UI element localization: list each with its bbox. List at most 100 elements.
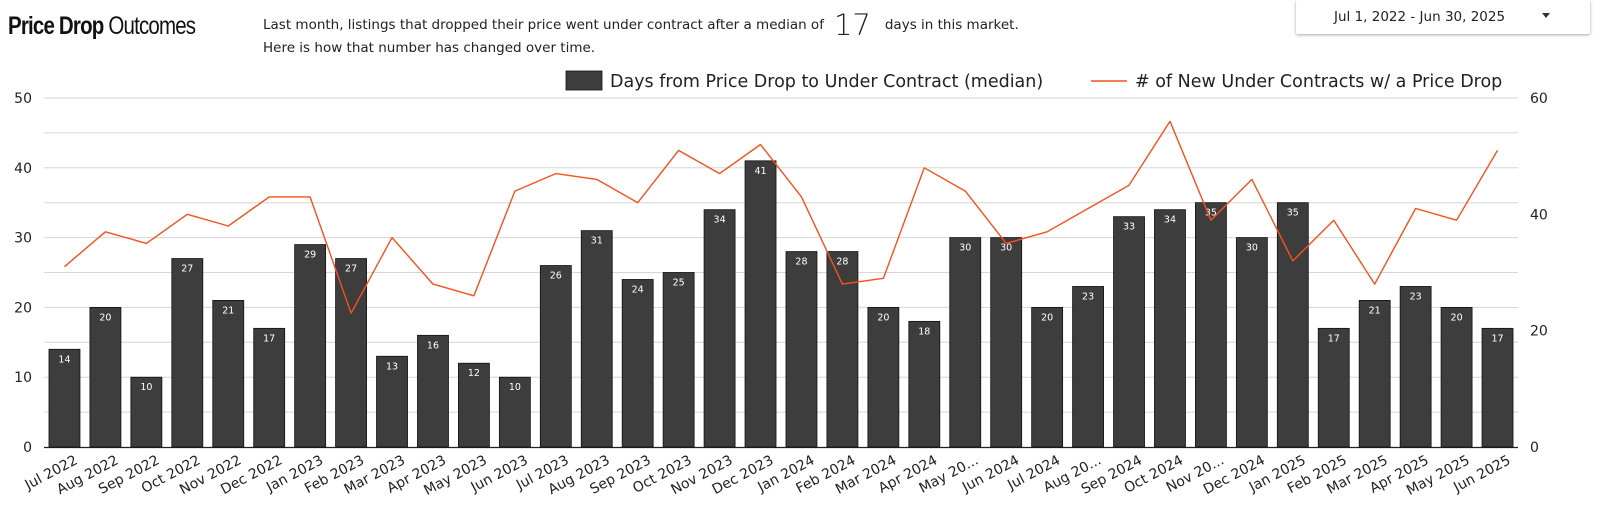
bar bbox=[621, 279, 654, 448]
bar bbox=[703, 209, 736, 448]
data-label: 25 bbox=[673, 278, 685, 289]
bar bbox=[212, 300, 245, 448]
legend-bar-label: Days from Price Drop to Under Contract (… bbox=[610, 72, 1043, 92]
bar bbox=[1235, 237, 1268, 448]
data-label: 16 bbox=[427, 340, 439, 351]
bar bbox=[1195, 202, 1227, 448]
bar bbox=[1072, 286, 1104, 448]
bar bbox=[48, 348, 81, 448]
data-label: 21 bbox=[222, 305, 234, 316]
chart-title: Price Drop Outcomes bbox=[8, 12, 196, 41]
data-label: 21 bbox=[1369, 305, 1381, 316]
right-tick-label: 40 bbox=[1530, 207, 1548, 223]
bar bbox=[1358, 300, 1391, 448]
data-label: 29 bbox=[304, 250, 316, 261]
left-tick-label: 50 bbox=[14, 91, 32, 107]
legend-line-label: # of New Under Contracts w/ a Price Drop bbox=[1135, 72, 1502, 92]
description-pre: Last month, listings that dropped their … bbox=[263, 17, 824, 33]
bar bbox=[253, 327, 286, 448]
legend-bar-swatch bbox=[565, 70, 603, 91]
bar bbox=[458, 362, 490, 448]
gridlines bbox=[44, 97, 1518, 449]
bar bbox=[335, 258, 367, 448]
data-label: 12 bbox=[468, 368, 480, 379]
data-label: 18 bbox=[918, 326, 930, 337]
date-range-picker[interactable]: Jul 1, 2022 - Jun 30, 2025 bbox=[1296, 0, 1590, 34]
data-label: 27 bbox=[345, 264, 357, 275]
chart-description: Last month, listings that dropped their … bbox=[263, 11, 1019, 60]
bar bbox=[417, 334, 449, 448]
left-tick-label: 40 bbox=[14, 161, 32, 177]
data-label: 30 bbox=[1000, 243, 1012, 254]
bar-series: 14 20 10 27 21 17 29 27 13 16 12 10 26 31 24 25 34 41 28 28… bbox=[48, 160, 1514, 448]
bar bbox=[376, 355, 408, 448]
bar bbox=[294, 244, 327, 448]
bar bbox=[908, 320, 941, 448]
title-bold: Price Drop bbox=[8, 12, 104, 40]
date-range-value: Jul 1, 2022 - Jun 30, 2025 bbox=[1334, 9, 1506, 25]
data-label: 23 bbox=[1410, 291, 1422, 302]
latest-median-value: 17 bbox=[833, 8, 871, 42]
bar bbox=[171, 258, 204, 448]
left-tick-label: 30 bbox=[14, 231, 32, 247]
dropdown-caret-icon bbox=[1542, 13, 1550, 18]
bar bbox=[990, 237, 1023, 448]
bar bbox=[1399, 286, 1432, 448]
right-tick-label: 20 bbox=[1530, 324, 1548, 340]
data-label: 20 bbox=[99, 312, 111, 323]
data-label: 34 bbox=[1164, 215, 1176, 226]
data-label: 13 bbox=[386, 361, 398, 372]
bar bbox=[662, 272, 695, 448]
right-tick-label: 0 bbox=[1530, 440, 1539, 456]
right-axis-ticks: 0 20 40 60 bbox=[1530, 91, 1548, 456]
data-label: 34 bbox=[714, 215, 726, 226]
bar bbox=[539, 265, 572, 448]
bar bbox=[89, 306, 122, 448]
description-post: days in this market. bbox=[884, 17, 1019, 33]
bar bbox=[1031, 306, 1064, 448]
title-light: Outcomes bbox=[108, 12, 196, 40]
right-tick-label: 60 bbox=[1530, 91, 1548, 107]
bar bbox=[785, 251, 818, 448]
line-series bbox=[64, 120, 1499, 314]
data-label: 33 bbox=[1123, 222, 1135, 233]
bar bbox=[949, 237, 982, 448]
data-label: 30 bbox=[1246, 243, 1258, 254]
data-label: 17 bbox=[263, 333, 275, 344]
bar bbox=[1440, 306, 1473, 448]
data-label: 14 bbox=[58, 354, 70, 365]
bar bbox=[1317, 327, 1350, 448]
legend: Days from Price Drop to Under Contract (… bbox=[565, 70, 1502, 92]
left-axis-ticks: 0 10 20 30 40 50 bbox=[14, 91, 32, 456]
data-label: 35 bbox=[1287, 208, 1299, 219]
bar bbox=[867, 306, 900, 448]
data-label: 27 bbox=[181, 264, 193, 275]
left-tick-label: 10 bbox=[14, 370, 32, 386]
data-label: 17 bbox=[1328, 333, 1340, 344]
bar bbox=[744, 160, 777, 448]
data-label: 31 bbox=[591, 236, 603, 247]
data-label: 20 bbox=[1451, 312, 1463, 323]
left-tick-label: 0 bbox=[23, 440, 32, 456]
bar bbox=[1481, 327, 1514, 448]
bar bbox=[1113, 216, 1145, 448]
data-label: 20 bbox=[1041, 312, 1053, 323]
data-label: 28 bbox=[795, 257, 807, 268]
bar bbox=[498, 376, 531, 448]
data-label: 35 bbox=[1205, 208, 1217, 219]
data-label: 24 bbox=[632, 284, 644, 295]
left-tick-label: 20 bbox=[14, 300, 32, 316]
bar bbox=[580, 230, 613, 448]
series-line bbox=[64, 120, 1499, 314]
description-line-1: Last month, listings that dropped their … bbox=[263, 11, 1019, 40]
data-label: 23 bbox=[1082, 291, 1094, 302]
data-label: 10 bbox=[509, 382, 521, 393]
data-label: 28 bbox=[836, 257, 848, 268]
data-label: 17 bbox=[1491, 333, 1503, 344]
data-label: 26 bbox=[550, 271, 562, 282]
data-label: 10 bbox=[140, 382, 152, 393]
bar bbox=[1154, 209, 1186, 448]
data-label: 30 bbox=[959, 243, 971, 254]
